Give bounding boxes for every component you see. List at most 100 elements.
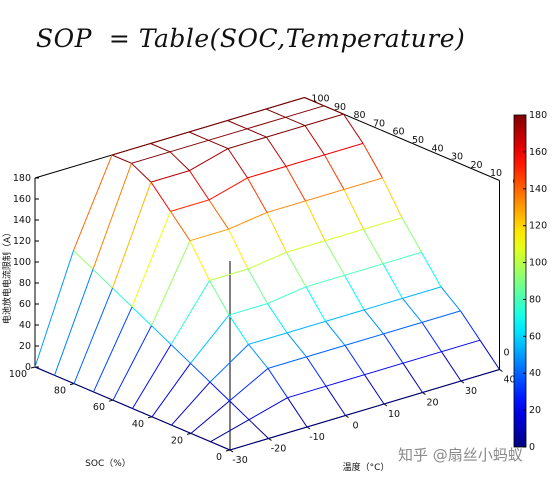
mesh-line-soc	[112, 287, 133, 308]
mesh-line-temperature	[343, 177, 383, 190]
soc-back-tick-label: 80	[353, 110, 365, 121]
mesh-line-soc	[131, 162, 152, 183]
mesh-line-temperature	[268, 426, 308, 439]
temperature-tick-label: 20	[426, 398, 438, 409]
mesh-line-temperature	[325, 309, 365, 322]
mesh-line-soc	[151, 416, 172, 426]
mesh-line-soc	[362, 143, 383, 179]
mesh-line-soc	[305, 286, 326, 322]
mesh-line-soc	[286, 332, 307, 358]
mesh-line-temperature	[92, 163, 132, 270]
z-tick-label: 120	[13, 236, 31, 247]
mesh-line-soc	[265, 108, 286, 118]
mesh-line-soc	[227, 120, 248, 130]
mesh-line-temperature	[208, 177, 248, 201]
soc-tick	[30, 366, 36, 369]
mesh-line-soc	[228, 314, 249, 345]
mesh-line-temperature	[189, 148, 229, 172]
mesh-line-soc	[286, 252, 307, 288]
soc-back-tick-label: 20	[470, 160, 482, 171]
mesh-line-temperature	[209, 343, 249, 383]
mesh-line-temperature	[324, 228, 364, 242]
mesh-line-temperature	[306, 415, 346, 428]
mesh-line-soc	[343, 113, 364, 144]
mesh-line-temperature	[131, 211, 171, 308]
mesh-line-temperature	[344, 333, 384, 346]
soc-tick-label: 40	[132, 419, 144, 430]
z-tick-label: 20	[19, 341, 31, 352]
mesh-line-soc	[34, 366, 55, 376]
z-tick-label: 0	[25, 362, 31, 373]
mesh-line-temperature	[189, 228, 229, 242]
mesh-line-soc	[402, 298, 423, 323]
mesh-line-temperature	[188, 120, 228, 133]
colorbar-tick-label: 140	[529, 184, 547, 195]
surface-mesh	[34, 97, 500, 451]
mesh-line-soc	[112, 399, 133, 409]
mesh-line-soc	[131, 306, 152, 327]
mesh-line-temperature	[73, 287, 113, 384]
soc-tick-label: 60	[93, 402, 105, 413]
mesh-line-temperature	[229, 368, 269, 402]
mesh-line-soc	[229, 400, 250, 421]
mesh-line-temperature	[228, 303, 268, 316]
mesh-line-temperature	[383, 392, 423, 405]
mesh-line-temperature	[267, 356, 307, 369]
mesh-line-temperature	[305, 274, 345, 288]
mesh-line-temperature	[190, 400, 230, 434]
right-axis-zero-label: 0	[504, 348, 510, 359]
mesh-line-temperature	[344, 263, 384, 276]
mesh-line-soc	[344, 275, 365, 311]
mesh-line-temperature	[265, 97, 305, 110]
temperature-tick	[499, 369, 503, 372]
mesh-line-temperature	[170, 199, 210, 212]
soc-back-tick-label: 10	[490, 168, 502, 179]
mesh-line-soc	[460, 310, 481, 341]
temperature-tick-label: -10	[309, 432, 325, 443]
mesh-line-soc	[209, 381, 230, 402]
mesh-line-temperature	[210, 419, 250, 443]
soc-tick-label: 20	[171, 435, 183, 446]
mesh-line-soc	[285, 166, 306, 202]
mesh-line-temperature	[267, 286, 307, 305]
mesh-line-soc	[92, 268, 113, 289]
mesh-line-soc	[208, 199, 229, 230]
mesh-line-soc	[382, 263, 403, 299]
z-tick-label: 160	[13, 194, 31, 205]
mesh-line-soc	[421, 252, 442, 288]
z-tick-label: 100	[13, 257, 31, 268]
mesh-line-soc	[54, 374, 75, 385]
temperature-tick-label: 40	[503, 375, 515, 386]
colorbar-tick-label: 20	[529, 405, 541, 416]
mesh-line-temperature	[208, 128, 248, 141]
mesh-line-soc	[440, 286, 461, 312]
mesh-line-soc	[267, 368, 288, 398]
mesh-line-soc	[246, 128, 267, 138]
mesh-line-soc	[169, 151, 190, 171]
mesh-line-temperature	[209, 268, 249, 281]
mesh-line-soc	[73, 383, 94, 393]
mesh-line-temperature	[460, 369, 500, 382]
mesh-line-temperature	[93, 306, 133, 393]
z-axis-title: 电池放电电流限制（A）	[1, 228, 13, 324]
mesh-line-soc	[479, 339, 500, 370]
mesh-line-soc	[382, 177, 403, 218]
z-tick-label: 140	[13, 215, 31, 226]
mesh-line-soc	[247, 177, 268, 213]
mesh-line-soc	[266, 136, 287, 167]
mesh-line-soc	[248, 419, 269, 439]
mesh-line-temperature	[34, 250, 74, 368]
mesh-line-temperature	[151, 240, 191, 326]
mesh-line-temperature	[151, 363, 191, 418]
mesh-line-soc	[306, 356, 327, 387]
mesh-line-temperature	[286, 320, 326, 334]
mesh-line-soc	[73, 250, 94, 270]
mesh-line-soc	[383, 333, 404, 364]
soc-back-tick-label: 50	[412, 135, 424, 146]
mesh-line-soc	[344, 345, 365, 375]
mesh-line-temperature	[54, 269, 94, 376]
temperature-tick-label: 30	[465, 386, 477, 397]
mesh-line-temperature	[363, 217, 403, 230]
mesh-line-soc	[248, 344, 269, 369]
